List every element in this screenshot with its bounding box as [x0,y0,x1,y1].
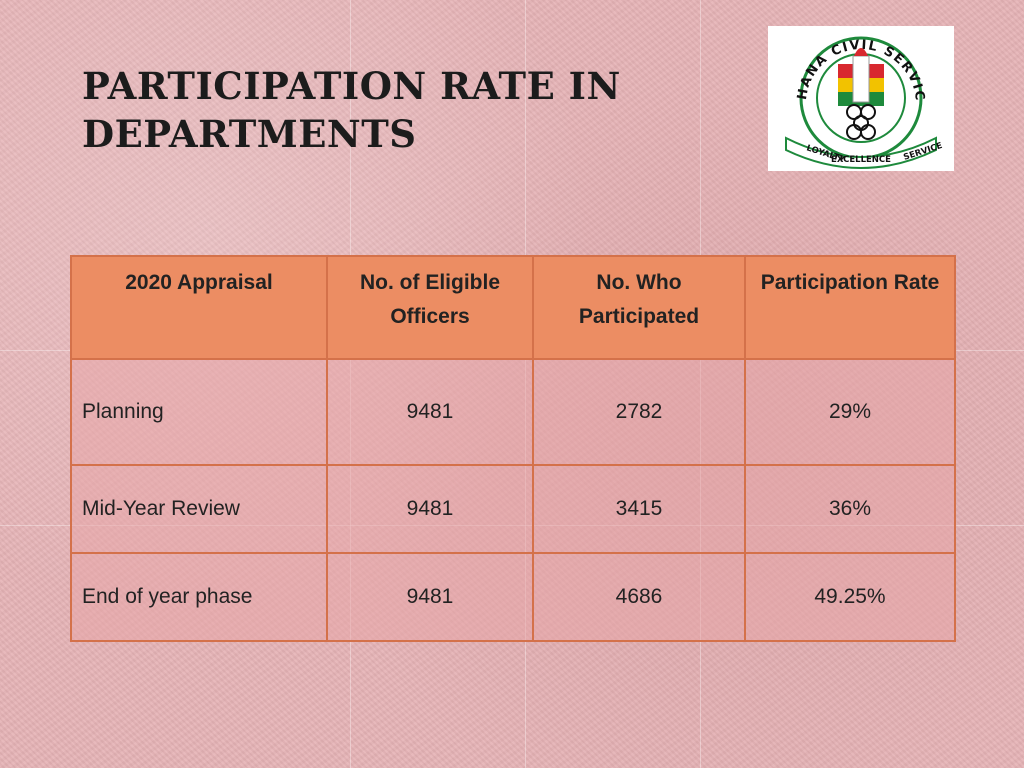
cell-phase: End of year phase [70,552,328,642]
cell-participated: 4686 [532,552,746,642]
slide-title: PARTICIPATION RATE IN DEPARTMENTS [82,64,621,156]
cell-rate: 49.25% [744,552,956,642]
civil-service-emblem-icon: GHANA CIVIL SERVICE LOYALTY EXCELLENCE S… [768,26,944,169]
cell-eligible: 9481 [326,552,534,642]
table-header-row: 2020 Appraisal No. of Eligible Officers … [70,255,956,360]
header-eligible-officers: No. of Eligible Officers [326,255,534,360]
header-appraisal: 2020 Appraisal [70,255,328,360]
cell-phase: Planning [70,358,328,466]
cell-rate: 36% [744,464,956,554]
table-row: End of year phase 9481 4686 49.25% [70,552,956,642]
header-participation-rate: Participation Rate [744,255,956,360]
table-row: Planning 9481 2782 29% [70,358,956,466]
cell-eligible: 9481 [326,358,534,466]
ghana-civil-service-logo: GHANA CIVIL SERVICE LOYALTY EXCELLENCE S… [768,26,954,171]
cell-rate: 29% [744,358,956,466]
cell-eligible: 9481 [326,464,534,554]
table-row: Mid-Year Review 9481 3415 36% [70,464,956,554]
participation-table: 2020 Appraisal No. of Eligible Officers … [70,255,956,642]
header-participated: No. Who Participated [532,255,746,360]
cell-phase: Mid-Year Review [70,464,328,554]
cell-participated: 2782 [532,358,746,466]
cell-participated: 3415 [532,464,746,554]
svg-text:EXCELLENCE: EXCELLENCE [831,155,891,165]
